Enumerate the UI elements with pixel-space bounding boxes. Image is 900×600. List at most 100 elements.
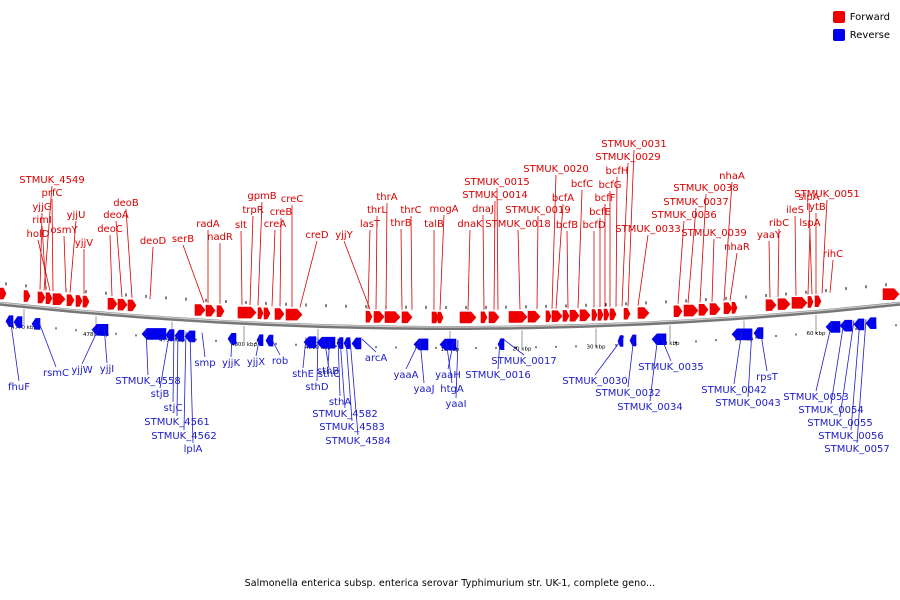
reverse-gene-arrow[interactable] <box>303 336 317 348</box>
gene-label[interactable]: ribC <box>769 218 789 229</box>
gene-label[interactable]: yjjY <box>335 230 353 241</box>
gene-label[interactable]: rimI <box>32 215 52 226</box>
forward-gene-arrow[interactable] <box>551 310 563 322</box>
forward-gene-arrow[interactable] <box>401 311 413 324</box>
reverse-gene-arrow[interactable] <box>853 318 865 331</box>
gene-label[interactable]: bcfD <box>582 220 605 231</box>
gene-label[interactable]: lspA <box>799 218 820 229</box>
gene-label[interactable]: lasT <box>360 219 381 230</box>
gene-label[interactable]: STMUK_0016 <box>465 370 530 381</box>
forward-gene-arrow[interactable] <box>637 307 650 319</box>
forward-gene-arrow[interactable] <box>673 305 683 318</box>
gene-label[interactable]: STMUK_0038 <box>673 183 738 194</box>
forward-gene-arrow[interactable] <box>814 295 822 308</box>
forward-gene-arrow[interactable] <box>66 294 75 307</box>
gene-label[interactable]: deoC <box>97 224 123 235</box>
gene-label[interactable]: bcfF <box>594 193 615 204</box>
gene-label[interactable]: bcfG <box>598 180 621 191</box>
forward-gene-arrow[interactable] <box>127 299 137 312</box>
gene-label[interactable]: slpA <box>798 192 819 203</box>
gene-label[interactable]: yjjG <box>32 202 51 213</box>
gene-label[interactable]: yaaA <box>393 370 418 381</box>
gene-label[interactable]: rob <box>272 356 288 367</box>
forward-gene-arrow[interactable] <box>683 304 699 317</box>
gene-label[interactable]: STMUK_0042 <box>701 385 766 396</box>
gene-label[interactable]: creB <box>270 207 293 218</box>
gene-label[interactable]: arcA <box>365 353 388 364</box>
gene-label[interactable]: yjjU <box>67 210 86 221</box>
gene-label[interactable]: bcfB <box>556 220 578 231</box>
gene-label[interactable]: nadR <box>207 232 233 243</box>
gene-label[interactable]: smp <box>194 358 215 369</box>
gene-label[interactable]: STMUK_0031 <box>601 139 666 150</box>
forward-gene-arrow[interactable] <box>777 298 791 310</box>
gene-label[interactable]: STMUK_0018 <box>485 219 550 230</box>
gene-label[interactable]: STMUK_0020 <box>523 164 588 175</box>
gene-label[interactable]: STMUK_0039 <box>681 228 746 239</box>
gene-label[interactable]: deoD <box>140 236 167 247</box>
reverse-gene-arrow[interactable] <box>343 337 351 350</box>
gene-label[interactable]: STMUK_0033 <box>615 224 680 235</box>
gene-label[interactable]: trpR <box>242 205 263 216</box>
forward-gene-arrow[interactable] <box>437 311 444 324</box>
reverse-gene-arrow[interactable] <box>439 338 457 351</box>
gene-label[interactable]: yaaJ <box>413 384 434 395</box>
gene-label[interactable]: creC <box>281 194 304 205</box>
reverse-gene-arrow[interactable] <box>13 316 23 328</box>
gene-label[interactable]: STMUK_0051 <box>794 189 859 200</box>
reverse-gene-arrow[interactable] <box>174 329 185 342</box>
gene-label[interactable]: lplA <box>184 444 203 455</box>
gene-label[interactable]: rsmC <box>43 368 69 379</box>
gene-label[interactable]: STMUK_0057 <box>824 444 889 455</box>
forward-gene-arrow[interactable] <box>373 311 385 323</box>
gene-label[interactable]: rihC <box>823 249 843 260</box>
gene-label[interactable]: bcfA <box>552 193 574 204</box>
forward-gene-arrow[interactable] <box>591 309 598 321</box>
gene-label[interactable]: STMUK_0056 <box>818 431 883 442</box>
forward-gene-arrow[interactable] <box>82 295 90 308</box>
forward-gene-arrow[interactable] <box>527 310 541 323</box>
forward-gene-arrow[interactable] <box>791 297 808 309</box>
gene-label[interactable]: STMUK_4558 <box>115 376 180 387</box>
forward-gene-arrow[interactable] <box>603 308 610 321</box>
gene-label[interactable]: yjjI <box>100 364 114 375</box>
forward-gene-arrow[interactable] <box>731 301 738 314</box>
gene-label[interactable]: deoA <box>103 210 129 221</box>
forward-gene-arrow[interactable] <box>365 310 373 323</box>
gene-label[interactable]: STMUK_0054 <box>798 405 863 416</box>
forward-gene-arrow[interactable] <box>609 308 617 321</box>
gene-label[interactable]: yaaY <box>757 230 782 241</box>
gene-label[interactable]: yjjV <box>75 238 93 249</box>
forward-gene-arrow[interactable] <box>562 310 570 322</box>
reverse-gene-arrow[interactable] <box>629 334 637 347</box>
gene-label[interactable]: STMUK_0053 <box>783 392 848 403</box>
gene-label[interactable]: ileS <box>786 205 804 216</box>
forward-gene-arrow[interactable] <box>807 296 814 308</box>
forward-gene-arrow[interactable] <box>709 303 721 315</box>
gene-label[interactable]: fhuF <box>8 382 30 393</box>
reverse-gene-arrow[interactable] <box>825 321 841 333</box>
forward-gene-arrow[interactable] <box>117 298 128 311</box>
reverse-gene-arrow[interactable] <box>316 336 336 349</box>
gene-label[interactable]: yjjK <box>222 358 240 369</box>
forward-gene-arrow[interactable] <box>263 307 271 320</box>
gene-label[interactable]: htgA <box>440 384 464 395</box>
gene-label[interactable]: gpmB <box>247 191 276 202</box>
forward-gene-arrow[interactable] <box>45 292 53 305</box>
gene-label[interactable]: yaaI <box>445 399 466 410</box>
gene-label[interactable]: slt <box>235 220 247 231</box>
gene-label[interactable]: mogA <box>429 204 458 215</box>
gene-label[interactable]: thrC <box>400 205 421 216</box>
gene-label[interactable]: talB <box>424 219 444 230</box>
forward-gene-arrow[interactable] <box>257 307 264 319</box>
gene-label[interactable]: yjjW <box>71 365 92 376</box>
gene-label[interactable]: STMUK_0017 <box>491 356 556 367</box>
forward-gene-arrow[interactable] <box>723 302 733 315</box>
gene-label[interactable]: stjC <box>164 403 183 414</box>
forward-gene-arrow[interactable] <box>0 287 7 300</box>
gene-label[interactable]: STMUK_0037 <box>663 197 728 208</box>
reverse-gene-arrow[interactable] <box>731 328 753 341</box>
forward-gene-arrow[interactable] <box>216 305 225 317</box>
gene-label[interactable]: STMUK_0015 <box>464 177 529 188</box>
gene-label[interactable]: yjjX <box>247 357 265 368</box>
